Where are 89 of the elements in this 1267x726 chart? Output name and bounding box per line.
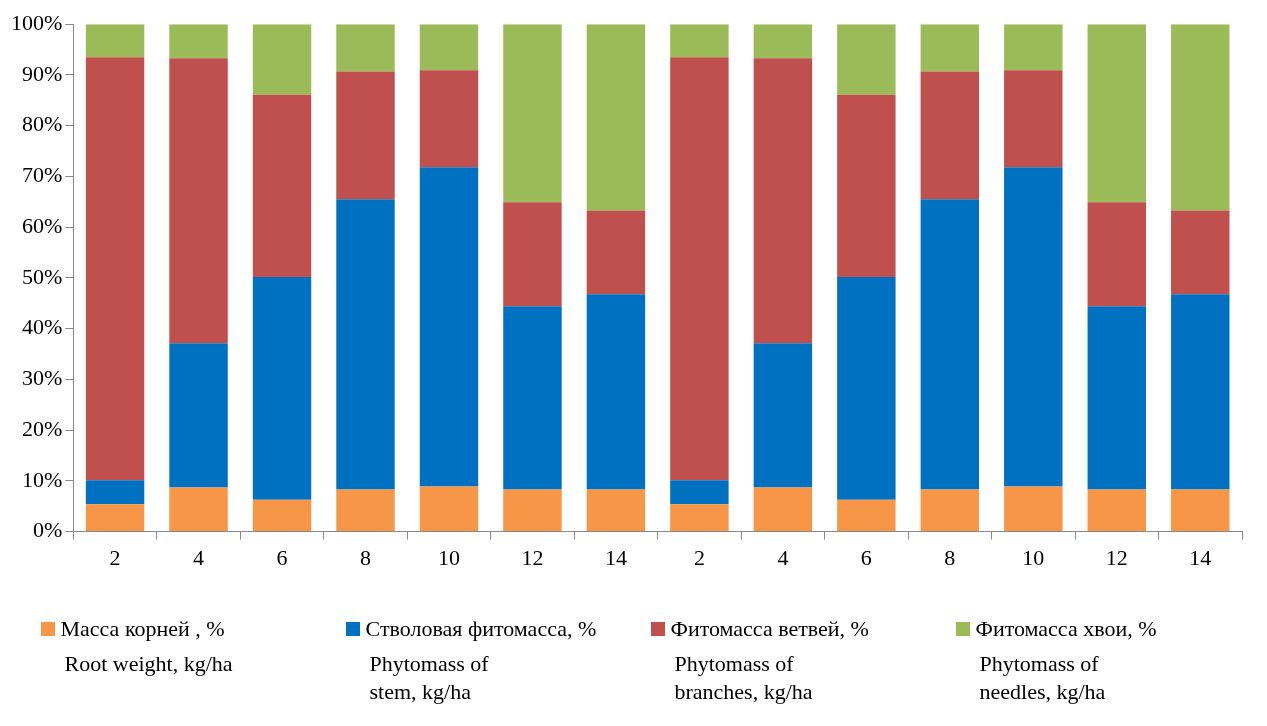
y-tick-label: 100%: [11, 9, 63, 35]
bar: [336, 24, 395, 72]
bar: [336, 71, 395, 200]
bar: [252, 94, 312, 277]
x-tick-label: 6: [860, 544, 872, 570]
bar: [1171, 294, 1230, 490]
bar: [503, 24, 562, 203]
x-tick-label: 12: [1105, 544, 1128, 570]
bar: [753, 58, 813, 344]
y-tick-label: 50%: [22, 263, 63, 289]
bar: [1087, 306, 1146, 490]
text: Phytomass of needles, kg/ha: [979, 650, 1107, 706]
bar: [419, 24, 479, 71]
y-tick-label: 0%: [33, 517, 63, 543]
bar: [419, 486, 479, 532]
bar: [1087, 202, 1146, 307]
bar: [837, 276, 896, 500]
bar: [670, 24, 729, 58]
legend-label: Фитомасса ветвей, %: [670, 616, 869, 642]
bar: [920, 489, 980, 532]
x-tick-label: 10: [437, 544, 460, 570]
x-tick-label: 10: [1022, 544, 1045, 570]
bar: [85, 504, 145, 532]
legend-label: Масса корней , %: [60, 616, 225, 642]
x-tick-label: 2: [109, 544, 121, 570]
bar: [85, 57, 145, 481]
bar: [753, 24, 813, 59]
bar: [1004, 24, 1063, 71]
bar: [1087, 489, 1146, 532]
bar: [85, 24, 145, 58]
bar: [837, 24, 896, 95]
y-tick-label: 30%: [22, 365, 63, 391]
y-tick-label: 10%: [22, 466, 63, 492]
bar: [503, 202, 562, 307]
bar: [252, 499, 312, 532]
bar: [85, 480, 145, 505]
bar: [1171, 489, 1230, 532]
bar: [503, 489, 562, 532]
y-tick-label: 20%: [22, 415, 63, 441]
x-tick-label: 12: [521, 544, 544, 570]
bar: [1171, 210, 1230, 295]
bar: [1004, 167, 1063, 487]
y-tick-label: 70%: [22, 162, 63, 188]
bar: [837, 94, 896, 277]
x-tick-label: 14: [604, 544, 627, 570]
bar: [336, 489, 395, 532]
x-tick-label: 8: [944, 544, 956, 570]
x-tick-label: 4: [193, 544, 205, 570]
bar: [837, 499, 896, 532]
bar: [252, 24, 312, 95]
y-tick-label: 40%: [22, 314, 63, 340]
y-tick-label: 80%: [22, 111, 63, 137]
bar: [670, 480, 729, 505]
bar: [920, 199, 980, 490]
x-tick-label: 6: [276, 544, 288, 570]
x-tick-label: 8: [359, 544, 371, 570]
bar: [920, 71, 980, 200]
x-tick-label: 4: [777, 544, 789, 570]
bar: [169, 24, 228, 59]
bar: [1171, 24, 1230, 211]
x-tick-label: 14: [1189, 544, 1212, 570]
legend-label: Фитомасса хвои, %: [975, 616, 1157, 642]
bar: [169, 58, 228, 344]
bar: [169, 487, 228, 532]
bar: [336, 199, 395, 490]
bar: [503, 306, 562, 490]
legend-label: Стволовая фитомасса, %: [365, 616, 597, 642]
y-tick-label: 90%: [22, 60, 63, 86]
bar: [169, 343, 228, 488]
bar: [670, 504, 729, 532]
bar: [419, 70, 479, 168]
text: Phytomass of branches, kg/ha: [674, 650, 814, 706]
text: Phytomass of stem, kg/ha: [369, 650, 490, 706]
bar: [1004, 70, 1063, 168]
y-tick-label: 60%: [22, 212, 63, 238]
bar: [252, 276, 312, 500]
text: Root weight, kg/ha: [64, 650, 234, 678]
bar: [586, 489, 646, 532]
x-tick-label: 2: [693, 544, 705, 570]
bar: [670, 57, 729, 481]
bar: [920, 24, 980, 72]
bar: [419, 167, 479, 487]
bar: [753, 487, 813, 532]
bar: [1087, 24, 1146, 203]
bar: [586, 24, 646, 211]
bar: [586, 210, 646, 295]
bar: [753, 343, 813, 488]
bar: [1004, 486, 1063, 532]
bar: [586, 294, 646, 490]
